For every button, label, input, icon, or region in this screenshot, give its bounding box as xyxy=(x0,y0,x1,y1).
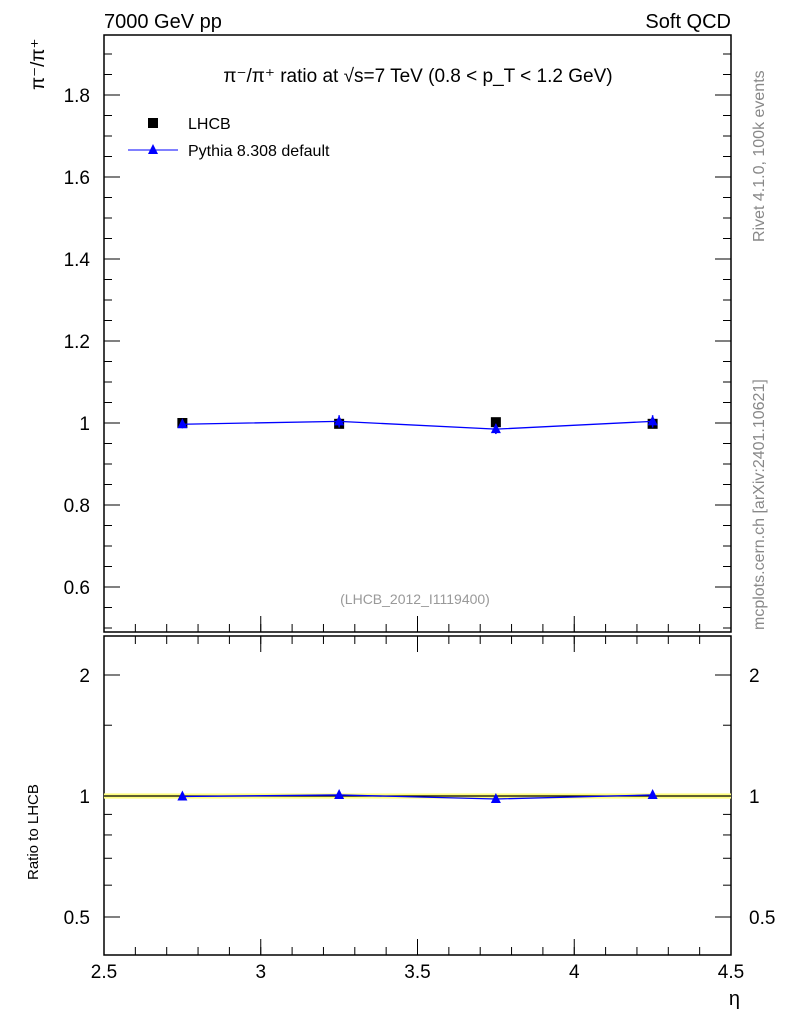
chart-title: π⁻/π⁺ ratio at √s=7 TeV (0.8 < p_T < 1.2… xyxy=(223,66,612,87)
y-tick-label: 1.8 xyxy=(64,86,90,107)
x-tick-label: 3 xyxy=(255,962,266,983)
y-tick-label: 0.8 xyxy=(64,496,90,517)
y-tick-label: 1.4 xyxy=(64,250,91,271)
header-left: 7000 GeV pp xyxy=(104,11,222,33)
ratio-line xyxy=(182,794,653,800)
pythia-point xyxy=(490,423,501,434)
x-tick-label: 4.5 xyxy=(718,962,744,983)
x-tick-label: 4 xyxy=(569,962,580,983)
y-tick-label: 1.6 xyxy=(64,168,90,189)
ratio-point xyxy=(490,792,501,803)
pythia-point xyxy=(334,415,345,426)
lhcb-point xyxy=(490,417,501,428)
legend-marker-pythia xyxy=(148,144,158,154)
ratio-y-tick-label-right: 1 xyxy=(749,787,760,808)
y-tick-label: 1 xyxy=(79,414,90,435)
ratio-point xyxy=(647,788,658,799)
y-axis-label: π⁻/π⁺ xyxy=(28,38,49,90)
y-tick-label: 0.6 xyxy=(64,578,90,599)
x-tick-label: 3.5 xyxy=(404,962,430,983)
ratio-point xyxy=(334,788,345,799)
ratio-y-tick-label-right: 2 xyxy=(749,666,760,687)
analysis-id: (LHCB_2012_I1119400) xyxy=(340,591,490,607)
x-axis-label: η xyxy=(729,988,740,1010)
mcplots-label: mcplots.cern.ch [arXiv:2401.10621] xyxy=(751,379,768,630)
ratio-y-tick-label-right: 0.5 xyxy=(749,908,775,929)
legend-label-lhcb: LHCB xyxy=(188,116,231,133)
ratio-y-tick-label: 2 xyxy=(79,666,90,687)
rivet-label: Rivet 4.1.0, 100k events xyxy=(751,70,768,242)
pythia-line xyxy=(182,420,653,430)
legend-marker-lhcb xyxy=(148,118,158,128)
ratio-y-tick-label: 0.5 xyxy=(64,908,90,929)
ratio-y-label: Ratio to LHCB xyxy=(25,784,42,880)
x-tick-label: 2.5 xyxy=(91,962,117,983)
legend-label-pythia: Pythia 8.308 default xyxy=(188,143,330,160)
y-tick-label: 1.2 xyxy=(64,332,90,353)
pythia-point xyxy=(177,418,188,429)
ratio-y-tick-label: 1 xyxy=(79,787,90,808)
pythia-point xyxy=(647,415,658,426)
header-right: Soft QCD xyxy=(645,11,731,33)
ratio-point xyxy=(177,790,188,801)
